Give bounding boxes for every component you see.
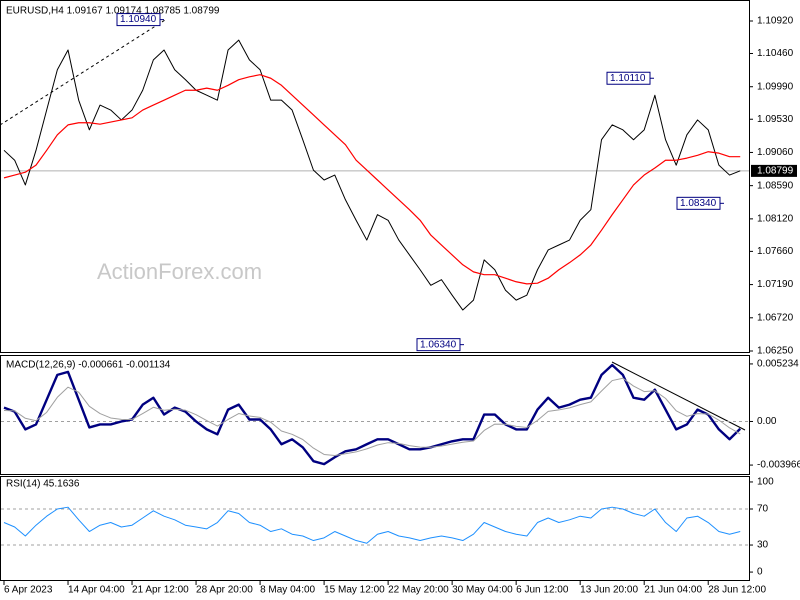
x-tick-label: 14 Apr 04:00 [68,585,125,596]
annotation-label: 1.10940 [120,14,157,25]
series-line [3,39,741,311]
y-tick-label: 0.00 [757,416,777,427]
series-line [3,506,741,544]
x-tick-label: 6 Apr 2023 [4,585,53,596]
last-price-label: 1.08799 [757,166,794,177]
y-tick-label: 1.08120 [757,214,794,225]
x-tick-label: 30 May 04:00 [452,585,513,596]
rsi-pane [0,476,750,581]
last-price-box [751,164,797,177]
annotation-label: 1.08340 [680,198,717,209]
y-tick-label: 1.09060 [757,147,794,158]
trend-line [611,361,746,431]
y-tick-label: 1.10920 [757,16,794,27]
series-line [3,377,741,457]
macd-title: MACD(12,26,9) -0.000661 -0.001134 [6,360,171,371]
x-tick-label: 21 Jun 04:00 [644,585,702,596]
watermark: ActionForex.com [97,259,262,284]
y-tick-label: 100 [757,477,774,488]
x-tick-label: 22 May 20:00 [388,585,449,596]
annotation-label: 1.10110 [610,73,646,84]
y-tick-label: -0.003966 [757,460,800,471]
x-tick-label: 28 Jun 12:00 [708,585,766,596]
x-tick-label: 13 Jun 20:00 [580,585,638,596]
y-tick-label: 1.10460 [757,48,794,59]
y-tick-label: 70 [757,504,769,515]
y-tick-label: 1.07190 [757,279,794,290]
y-tick-label: 0.005234 [757,359,799,370]
rsi-title: RSI(14) 45.1636 [6,479,80,490]
y-tick-label: 1.06250 [757,346,794,357]
x-tick-label: 6 Jun 12:00 [516,585,569,596]
y-tick-label: 1.06720 [757,312,794,323]
y-tick-label: 1.09990 [757,81,794,92]
price-pane [0,0,750,353]
macd-pane [0,355,750,475]
x-tick-label: 21 Apr 12:00 [132,585,189,596]
x-tick-label: 15 May 12:00 [324,585,385,596]
y-tick-label: 1.07660 [757,246,794,257]
y-tick-label: 1.08590 [757,180,794,191]
y-tick-label: 1.09530 [757,114,794,125]
y-tick-label: 0 [757,567,763,578]
annotation-label: 1.06340 [420,339,457,350]
chart-title: EURUSD,H4 1.09167 1.09174 1.08785 1.0879… [6,6,220,17]
y-tick-label: 30 [757,540,769,551]
series-line [3,74,741,285]
x-tick-label: 8 May 04:00 [260,585,315,596]
trend-line [0,19,166,126]
x-tick-label: 28 Apr 20:00 [196,585,253,596]
series-line [3,363,742,466]
